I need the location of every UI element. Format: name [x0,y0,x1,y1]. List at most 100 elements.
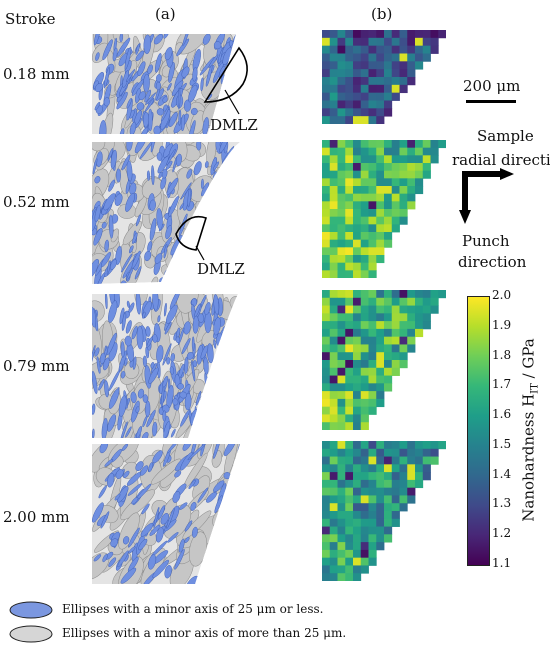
hardness-cell [322,69,331,78]
hardness-map-2 [322,140,446,278]
hardness-cell [399,479,408,489]
sample-direction-line2: radial direction [452,151,550,169]
colorbar-tick-5: 1.5 [492,436,512,451]
hardness-cell [329,290,338,299]
hardness-cell [376,375,385,384]
hardness-cell [376,448,385,457]
direction-arrows-icon [459,168,514,224]
hardness-cell [384,77,393,86]
hardness-cell [322,344,331,353]
hardness-cell [376,61,385,70]
hardness-cell [430,45,439,54]
hardness-cell [360,147,369,156]
hardness-cell [407,37,416,47]
hardness-cell [368,518,377,527]
hardness-cell [360,406,369,415]
hardness-cell [407,479,416,489]
hardness-cell [360,140,369,149]
hardness-cell [353,232,362,241]
hardness-cell [360,209,369,218]
hardness-cell [407,448,416,457]
hardness-cell [399,37,408,47]
hardness-cell [322,147,331,156]
hardness-cell [360,321,369,330]
hardness-cell [322,116,331,124]
hardness-cell [368,542,377,551]
stroke-label-4: 2.00 mm [3,508,70,526]
hardness-cell [376,495,385,504]
sample-direction-line1: Sample [477,127,534,145]
legend-swatch-small [9,601,53,619]
hardness-cell [360,472,369,481]
hardness-cell [337,84,346,94]
hardness-cell [376,518,385,527]
hardness-cell [360,391,369,400]
hardness-cell [391,503,400,512]
hardness-cell [360,398,369,408]
hardness-cell [337,232,346,241]
hardness-cell [329,116,338,124]
hardness-cell [360,495,369,504]
hardness-cell [368,487,377,496]
hardness-cell [329,406,338,415]
hardness-cell [345,534,354,543]
hardness-cell [399,155,408,164]
hardness-cell [368,232,377,241]
hardness-cell [384,140,393,149]
hardness-cell [407,163,416,172]
hardness-cell [329,448,338,457]
hardness-cell [322,352,331,361]
hardness-cell [376,511,385,520]
hardness-cell [329,557,338,566]
hardness-cell [399,193,408,202]
hardness-cell [407,495,416,504]
hardness-cell [360,383,369,392]
hardness-cell [345,270,354,278]
hardness-cell [430,305,439,314]
hardness-cell [399,360,408,369]
hardness-cell [329,487,338,496]
hardness-cell [391,305,400,314]
hardness-cell [337,549,346,559]
hardness-cell [399,456,408,465]
hardness-cell [353,557,362,566]
hardness-cell [399,495,408,504]
hardness-cell [360,92,369,101]
colorbar-tick-7: 1.3 [492,496,512,511]
hardness-cell [345,344,354,353]
hardness-cell [399,84,408,94]
hardness-cell [391,224,400,233]
panel-b-label: (b) [371,5,393,23]
hardness-cell [376,297,385,306]
hardness-cell [407,328,416,338]
hardness-cell [345,255,354,264]
hardness-cell [345,352,354,361]
hardness-cell [337,201,346,210]
hardness-cell [384,456,393,465]
hardness-cell [353,352,362,361]
hardness-cell [399,290,408,299]
hardness-cell [329,262,338,271]
hardness-cell [376,313,385,322]
hardness-cell [322,414,331,423]
hardness-cell [368,193,377,202]
hardness-cell [353,305,362,314]
hardness-cell [337,147,346,156]
hardness-cell [384,61,393,70]
hardness-cell [391,163,400,172]
hardness-cell [407,464,416,473]
hardness-cell [329,336,338,345]
hardness-cell [360,549,369,559]
hardness-cell [329,456,338,465]
hardness-cell [391,140,400,149]
hardness-cell [360,69,369,78]
hardness-cell [360,360,369,369]
hardness-cell [368,53,377,62]
hardness-cell [415,186,424,195]
hardness-cell [384,224,393,233]
hardness-cell [337,441,346,450]
hardness-cell [353,398,362,408]
ellipse-map-panel-4 [92,444,240,584]
hardness-cell [353,186,362,195]
hardness-cell [345,290,354,299]
